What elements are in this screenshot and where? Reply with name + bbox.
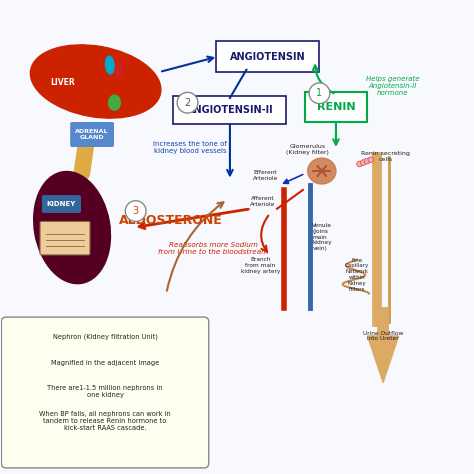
Text: 1: 1 [317,88,322,98]
FancyBboxPatch shape [305,92,366,121]
Text: RENIN: RENIN [317,102,356,112]
Text: Venule
(Joins
main
kidney
vein): Venule (Joins main kidney vein) [312,223,332,251]
Text: 2: 2 [184,98,191,108]
Text: Afferent
Arteriole: Afferent Arteriole [250,196,275,207]
Text: Increases the tone of
kidney blood vessels: Increases the tone of kidney blood vesse… [153,141,227,154]
FancyArrowPatch shape [82,146,86,173]
FancyBboxPatch shape [39,72,86,93]
FancyBboxPatch shape [40,221,90,255]
Text: Magnified in the adjacent image: Magnified in the adjacent image [51,359,159,365]
Circle shape [357,161,362,167]
Circle shape [368,157,374,163]
FancyBboxPatch shape [1,317,209,468]
Text: Glomerulus
(Kidney filter): Glomerulus (Kidney filter) [286,145,329,155]
Ellipse shape [116,62,122,78]
Text: There are1-1.5 million nephrons in
one kidney: There are1-1.5 million nephrons in one k… [47,385,163,399]
Circle shape [309,83,330,104]
Ellipse shape [34,172,110,283]
Text: ALDOSTERONE: ALDOSTERONE [119,214,223,227]
Ellipse shape [111,78,132,104]
Ellipse shape [30,45,161,118]
Ellipse shape [71,129,97,147]
FancyArrow shape [367,308,399,383]
Text: LIVER: LIVER [50,78,75,87]
Text: Fine
Capillary
Network
within
Kidney
Filters: Fine Capillary Network within Kidney Fil… [345,258,369,292]
FancyBboxPatch shape [173,96,286,124]
Circle shape [125,201,146,221]
Text: Branch
from main
kidney artery: Branch from main kidney artery [241,257,280,273]
FancyBboxPatch shape [42,195,81,213]
Text: KIDNEY: KIDNEY [46,201,76,207]
Text: ADRENAL
GLAND: ADRENAL GLAND [75,129,109,140]
FancyBboxPatch shape [70,122,114,147]
Text: Urine Outflow
into Ureter: Urine Outflow into Ureter [363,330,403,341]
Circle shape [177,92,198,113]
Text: Helps generate
Angiotensin-II
hormone: Helps generate Angiotensin-II hormone [366,76,419,96]
Circle shape [360,160,366,165]
Text: Reabsorbs more Sodium
from Urine to the bloodstream: Reabsorbs more Sodium from Urine to the … [158,242,269,255]
Text: 3: 3 [133,206,139,216]
Text: Nephron (Kidney filtration Unit): Nephron (Kidney filtration Unit) [53,334,157,340]
Text: ANGIOTENSIN-II: ANGIOTENSIN-II [187,105,273,115]
Text: Renin secreting
cells: Renin secreting cells [361,152,410,162]
Ellipse shape [106,56,114,74]
Text: Efferent
Arteriole: Efferent Arteriole [253,170,278,181]
Ellipse shape [308,158,336,184]
Ellipse shape [109,95,120,110]
Text: When BP falls, all nephrons can work in
tandem to release Renin hormone to
kick-: When BP falls, all nephrons can work in … [39,411,171,431]
FancyBboxPatch shape [216,41,319,72]
Circle shape [364,158,370,164]
Text: ANGIOTENSIN: ANGIOTENSIN [230,52,305,62]
